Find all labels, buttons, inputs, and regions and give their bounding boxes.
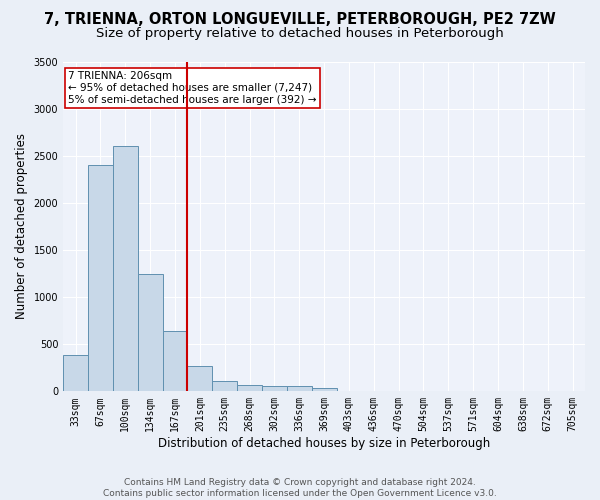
Bar [88, 165, 113, 392]
Bar [113, 146, 138, 392]
Text: Size of property relative to detached houses in Peterborough: Size of property relative to detached ho… [96, 28, 504, 40]
Bar [212, 381, 237, 392]
Text: 7 TRIENNA: 206sqm
← 95% of detached houses are smaller (7,247)
5% of semi-detach: 7 TRIENNA: 206sqm ← 95% of detached hous… [68, 72, 317, 104]
Bar [311, 388, 337, 392]
Bar [138, 274, 163, 392]
Text: 7, TRIENNA, ORTON LONGUEVILLE, PETERBOROUGH, PE2 7ZW: 7, TRIENNA, ORTON LONGUEVILLE, PETERBORO… [44, 12, 556, 28]
Bar [63, 354, 88, 392]
Bar [163, 331, 187, 392]
Bar [287, 386, 311, 392]
X-axis label: Distribution of detached houses by size in Peterborough: Distribution of detached houses by size … [158, 437, 490, 450]
Text: Contains HM Land Registry data © Crown copyright and database right 2024.
Contai: Contains HM Land Registry data © Crown c… [103, 478, 497, 498]
Bar [237, 384, 262, 392]
Bar [187, 366, 212, 392]
Y-axis label: Number of detached properties: Number of detached properties [15, 134, 28, 320]
Bar [262, 386, 287, 392]
